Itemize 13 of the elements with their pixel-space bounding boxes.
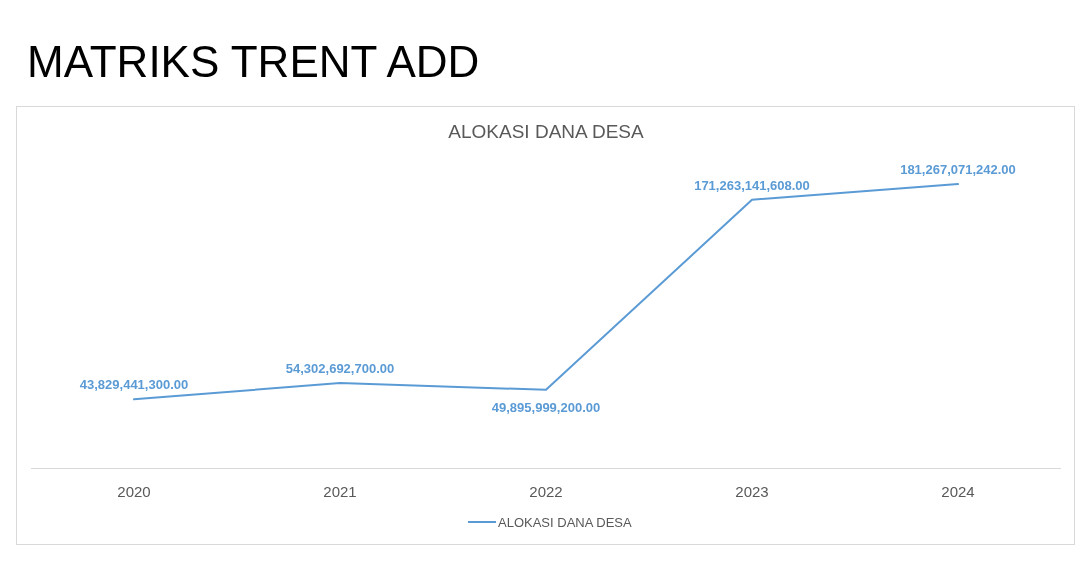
chart-subtitle: ALOKASI DANA DESA <box>448 121 644 142</box>
x-tick-label: 2023 <box>735 483 769 500</box>
data-label: 49,895,999,200.00 <box>491 399 601 415</box>
x-tick-label: 2024 <box>941 483 975 500</box>
chart-title: MATRIKS TRENT ADD <box>27 37 480 86</box>
data-label: 181,267,071,242.00 <box>900 162 1016 178</box>
data-label: 54,302,692,700.00 <box>285 360 395 376</box>
x-tick-label: 2020 <box>117 483 151 500</box>
x-tick-label: 2022 <box>529 483 563 500</box>
legend-label: ALOKASI DANA DESA <box>498 515 632 530</box>
data-label: 171,263,141,608.00 <box>694 177 810 193</box>
data-label: 43,829,441,300.00 <box>79 377 189 393</box>
x-tick-label: 2021 <box>323 483 357 500</box>
